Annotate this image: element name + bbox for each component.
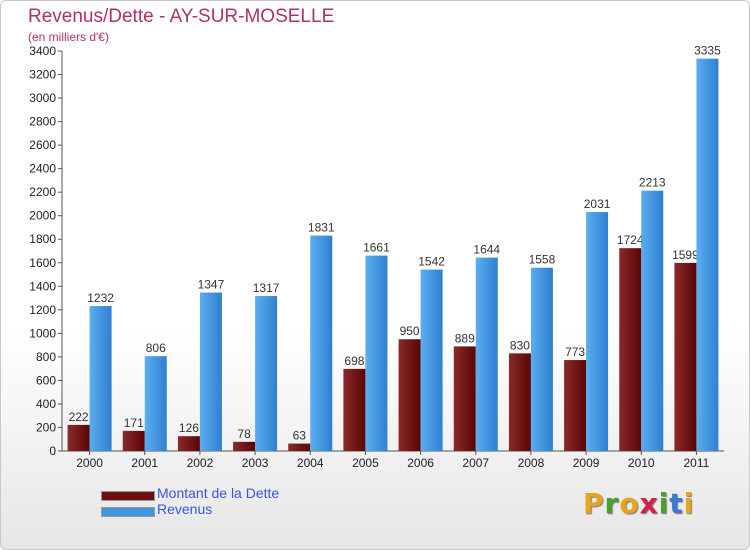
y-tick-label: 1200 (29, 303, 56, 317)
y-tick-label: 800 (36, 350, 56, 364)
bar-revenus (89, 306, 112, 451)
data-label-revenus: 2031 (584, 197, 611, 211)
bar-revenus (310, 235, 333, 451)
legend-label-dette: Montant de la Dette (157, 485, 280, 501)
bar-dette (453, 346, 476, 451)
bar-revenus (641, 190, 664, 451)
y-tick-label: 400 (36, 397, 56, 411)
bar-dette (67, 424, 90, 451)
logo-letter: x (639, 487, 659, 520)
bar-dette (122, 430, 145, 451)
logo-letter: i (658, 487, 670, 520)
chart-subtitle: (en milliers d'€) (28, 30, 109, 44)
y-tick-label: 3200 (29, 68, 56, 82)
legend-swatch-dette (101, 491, 155, 501)
y-tick-label: 2800 (29, 115, 56, 129)
y-tick-label: 200 (36, 420, 56, 434)
data-label-revenus: 1317 (253, 281, 280, 295)
bar-revenus (696, 58, 719, 451)
data-label-revenus: 1661 (363, 241, 390, 255)
data-label-revenus: 2213 (639, 176, 666, 190)
y-tick-label: 3000 (29, 91, 56, 105)
logo-letter: t (669, 487, 684, 520)
data-label-dette: 773 (565, 345, 585, 359)
data-label-revenus: 1232 (87, 291, 114, 305)
x-tick-label: 2000 (76, 456, 103, 470)
y-tick-label: 600 (36, 373, 56, 387)
bar-dette (343, 368, 366, 451)
y-tick-label: 2400 (29, 162, 56, 176)
x-tick-label: 2008 (518, 456, 545, 470)
logo-letter: o (619, 487, 640, 520)
data-label-dette: 126 (179, 421, 199, 435)
data-label-revenus: 1644 (473, 243, 500, 257)
x-tick-label: 2006 (407, 456, 434, 470)
data-label-dette: 1724 (617, 233, 644, 247)
bar-dette (508, 353, 531, 451)
bar-dette (564, 360, 587, 451)
bar-revenus (586, 212, 609, 451)
bar-dette (177, 436, 200, 451)
bar-revenus (420, 269, 443, 451)
data-label-dette: 698 (344, 354, 364, 368)
bar-dette (233, 441, 256, 451)
bar-dette (674, 262, 697, 451)
bar-dette (398, 339, 421, 451)
legend-swatch-revenus (101, 507, 155, 517)
y-tick-label: 1800 (29, 232, 56, 246)
chart-title: Revenus/Dette - AY-SUR-MOSELLE (28, 6, 335, 27)
data-label-revenus: 1831 (308, 221, 335, 235)
data-label-revenus: 806 (146, 341, 166, 355)
data-label-dette: 950 (400, 324, 420, 338)
data-label-dette: 889 (455, 331, 475, 345)
bar-revenus (199, 292, 222, 451)
y-tick-label: 1000 (29, 326, 56, 340)
x-tick-label: 2009 (573, 456, 600, 470)
x-tick-label: 2004 (297, 456, 324, 470)
bar-revenus (255, 296, 278, 451)
y-tick-label: 2600 (29, 138, 56, 152)
logo-letter: r (604, 487, 620, 520)
x-tick-label: 2010 (628, 456, 655, 470)
data-label-dette: 222 (69, 410, 89, 424)
x-tick-label: 2002 (187, 456, 214, 470)
data-label-revenus: 1542 (418, 255, 445, 269)
data-label-revenus: 1347 (198, 278, 225, 292)
logo-letter: i (683, 487, 695, 520)
x-tick-label: 2001 (131, 456, 158, 470)
bar-dette (619, 248, 642, 451)
bar-revenus (475, 257, 498, 451)
y-tick-label: 3400 (29, 44, 56, 58)
y-tick-label: 1600 (29, 256, 56, 270)
proxiti-logo: Proxiti (583, 487, 694, 520)
y-tick-label: 1400 (29, 279, 56, 293)
data-label-dette: 171 (124, 416, 144, 430)
data-label-revenus: 3335 (694, 44, 721, 58)
y-tick-label: 2000 (29, 209, 56, 223)
data-label-dette: 63 (293, 429, 307, 443)
y-tick-label: 2200 (29, 185, 56, 199)
data-label-dette: 830 (510, 338, 530, 352)
data-label-dette: 78 (237, 427, 251, 441)
x-tick-label: 2005 (352, 456, 379, 470)
x-tick-label: 2007 (462, 456, 489, 470)
legend-label-revenus: Revenus (157, 501, 213, 517)
bar-revenus (365, 255, 388, 451)
bar-dette (288, 443, 311, 451)
y-tick-label: 0 (49, 444, 56, 458)
x-tick-label: 2003 (242, 456, 269, 470)
bar-revenus (144, 356, 167, 451)
data-label-dette: 1599 (672, 248, 699, 262)
x-tick-label: 2011 (684, 456, 710, 470)
data-label-revenus: 1558 (529, 253, 556, 267)
logo-letter: P (583, 487, 605, 520)
bar-revenus (530, 267, 553, 451)
